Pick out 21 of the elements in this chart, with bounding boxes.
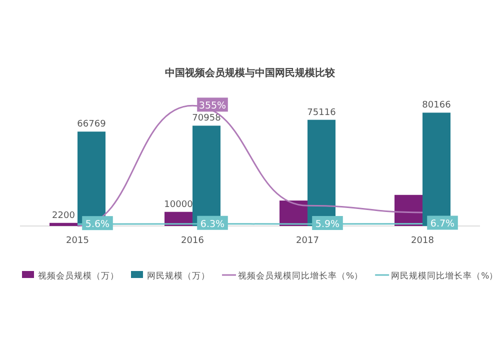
- data-label: 355%: [198, 100, 226, 112]
- data-label: 6.3%: [200, 218, 225, 230]
- legend-label: 视频会员规模（万）: [38, 270, 119, 282]
- legend-label: 视频会员规模同比增长率（%）: [238, 270, 364, 282]
- data-label: 80166: [422, 100, 452, 111]
- bar: [50, 222, 78, 226]
- data-label: 2200: [52, 210, 76, 221]
- data-label: 6.7%: [430, 218, 455, 230]
- x-tick-label: 2018: [411, 236, 434, 246]
- data-label: 66769: [77, 120, 106, 130]
- data-label: 10000: [164, 200, 194, 210]
- data-label: 75116: [307, 108, 336, 118]
- data-label: 5.9%: [315, 219, 340, 230]
- legend-label: 网民规模（万）: [147, 270, 210, 282]
- legend-label: 网民规模同比增长率（%）: [391, 270, 498, 282]
- x-tick-label: 2016: [181, 236, 204, 246]
- data-label: 70958: [192, 114, 222, 124]
- x-tick-label: 2017: [296, 236, 319, 246]
- x-tick-label: 2015: [66, 236, 89, 246]
- chart-title: 中国视频会员规模与中国网民规模比较: [165, 67, 336, 79]
- data-label: 5.6%: [85, 219, 110, 230]
